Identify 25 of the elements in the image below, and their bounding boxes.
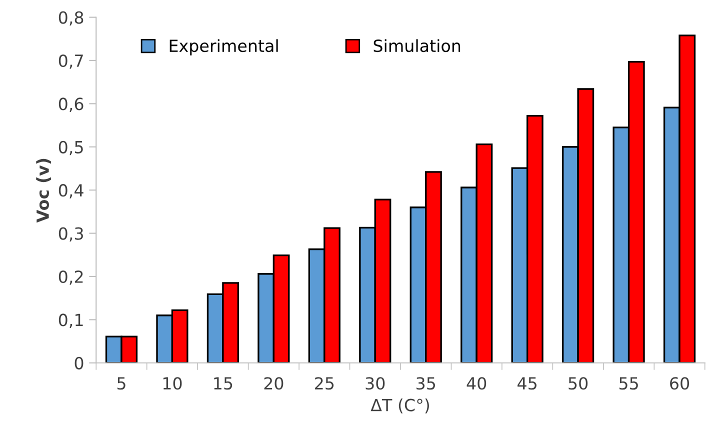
y-tick-label: 0,6 (58, 98, 84, 112)
x-tick-label: 35 (416, 377, 436, 390)
x-tick-label: 25 (315, 377, 334, 390)
y-tick-label: 0,4 (58, 184, 84, 198)
x-tick-label: 45 (518, 377, 536, 390)
y-tick-label: 0,2 (58, 270, 83, 285)
x-tick-label: 40 (466, 377, 486, 390)
y-tick-label: 0 (74, 356, 84, 370)
y-tick-label: 0,7 (58, 54, 83, 69)
legend-label: Experimental (170, 39, 278, 56)
y-axis-title: Voc (v) (36, 158, 51, 223)
x-tick-label: 10 (163, 377, 182, 390)
y-tick-label: 0,3 (58, 227, 83, 242)
x-axis-title: ΔT (C°) (370, 398, 429, 414)
x-tick-label: 55 (619, 377, 638, 390)
y-tick-label: 0,5 (58, 140, 83, 156)
x-tick-label: 20 (264, 377, 284, 390)
legend-label: Simulation (374, 39, 460, 52)
y-tick-label: 0,8 (58, 11, 84, 26)
x-tick-label: 15 (214, 377, 232, 390)
y-tick-label: 0,1 (58, 314, 83, 328)
x-tick-label: 50 (568, 377, 588, 390)
x-tick-label: 5 (117, 377, 126, 390)
x-tick-label: 60 (670, 377, 690, 390)
x-tick-label: 30 (366, 377, 385, 390)
